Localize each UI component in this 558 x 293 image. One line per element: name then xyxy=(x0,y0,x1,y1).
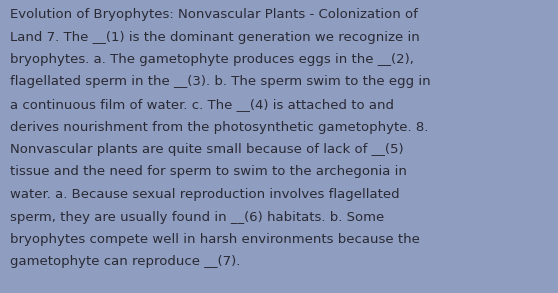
Text: flagellated sperm in the __(3). b. The sperm swim to the egg in: flagellated sperm in the __(3). b. The s… xyxy=(10,76,431,88)
Text: Nonvascular plants are quite small because of lack of __(5): Nonvascular plants are quite small becau… xyxy=(10,143,403,156)
Text: bryophytes compete well in harsh environments because the: bryophytes compete well in harsh environ… xyxy=(10,233,420,246)
Text: gametophyte can reproduce __(7).: gametophyte can reproduce __(7). xyxy=(10,255,240,268)
Text: Evolution of Bryophytes: Nonvascular Plants - Colonization of: Evolution of Bryophytes: Nonvascular Pla… xyxy=(10,8,418,21)
Text: a continuous film of water. c. The __(4) is attached to and: a continuous film of water. c. The __(4)… xyxy=(10,98,394,111)
Text: tissue and the need for sperm to swim to the archegonia in: tissue and the need for sperm to swim to… xyxy=(10,166,407,178)
Text: derives nourishment from the photosynthetic gametophyte. 8.: derives nourishment from the photosynthe… xyxy=(10,120,429,134)
Text: Land 7. The __(1) is the dominant generation we recognize in: Land 7. The __(1) is the dominant genera… xyxy=(10,30,420,43)
Text: water. a. Because sexual reproduction involves flagellated: water. a. Because sexual reproduction in… xyxy=(10,188,400,201)
Text: bryophytes. a. The gametophyte produces eggs in the __(2),: bryophytes. a. The gametophyte produces … xyxy=(10,53,414,66)
Text: sperm, they are usually found in __(6) habitats. b. Some: sperm, they are usually found in __(6) h… xyxy=(10,210,384,224)
